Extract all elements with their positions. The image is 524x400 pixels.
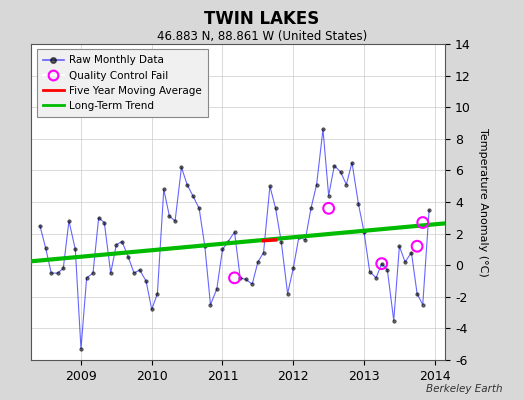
Raw Monthly Data	[426, 208, 432, 212]
Raw Monthly Data	[220, 247, 226, 252]
Text: Berkeley Earth: Berkeley Earth	[427, 384, 503, 394]
Text: TWIN LAKES: TWIN LAKES	[204, 10, 320, 28]
Five Year Moving Average	[267, 238, 273, 243]
Raw Monthly Data	[320, 127, 326, 132]
Quality Control Fail	[324, 205, 333, 212]
Five Year Moving Average	[260, 238, 267, 243]
Legend: Raw Monthly Data, Quality Control Fail, Five Year Moving Average, Long-Term Tren: Raw Monthly Data, Quality Control Fail, …	[37, 49, 208, 117]
Raw Monthly Data	[202, 244, 208, 249]
Raw Monthly Data	[343, 182, 350, 187]
Line: Raw Monthly Data: Raw Monthly Data	[38, 128, 431, 351]
Raw Monthly Data	[37, 223, 43, 228]
Y-axis label: Temperature Anomaly (°C): Temperature Anomaly (°C)	[478, 128, 488, 276]
Raw Monthly Data	[90, 271, 96, 276]
Quality Control Fail	[231, 275, 239, 281]
Quality Control Fail	[377, 260, 386, 267]
Raw Monthly Data	[78, 346, 84, 351]
Raw Monthly Data	[402, 260, 408, 264]
Five Year Moving Average	[272, 238, 279, 242]
Line: Five Year Moving Average: Five Year Moving Average	[264, 240, 276, 241]
Quality Control Fail	[419, 219, 427, 226]
Raw Monthly Data	[66, 218, 72, 223]
Quality Control Fail	[413, 243, 421, 250]
Text: 46.883 N, 88.861 W (United States): 46.883 N, 88.861 W (United States)	[157, 30, 367, 43]
